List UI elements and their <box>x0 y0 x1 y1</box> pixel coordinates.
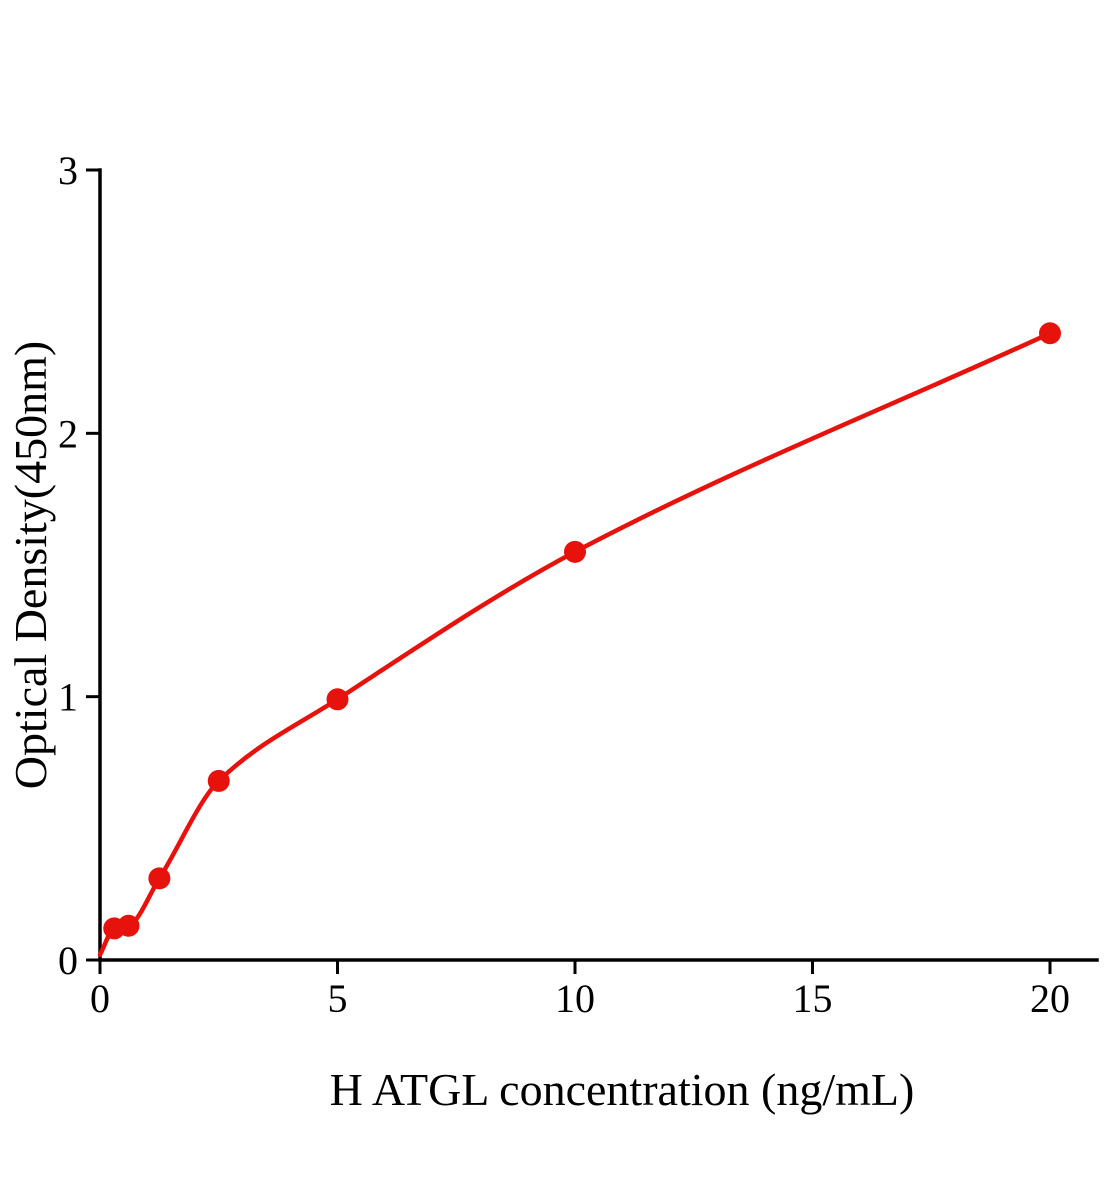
data-point <box>326 688 349 711</box>
x-tick-label: 5 <box>328 976 348 1021</box>
x-tick-label: 0 <box>90 976 110 1021</box>
tick-labels: 0 5 10 15 20 0 1 2 3 <box>58 148 1070 1021</box>
data-point <box>1039 322 1061 345</box>
axis-labels: H ATGL concentration (ng/mL) Optical Den… <box>5 341 914 1115</box>
x-tick-label: 10 <box>555 976 595 1021</box>
y-axis-title: Optical Density(450nm) <box>5 341 56 789</box>
x-tick-label: 20 <box>1030 976 1070 1021</box>
y-tick-label: 2 <box>58 411 78 456</box>
fit-curve-group <box>97 331 1053 957</box>
y-tick-label: 0 <box>58 938 78 983</box>
data-point <box>564 540 586 563</box>
x-axis-title: H ATGL concentration (ng/mL) <box>330 1064 915 1115</box>
data-points-group <box>103 322 1061 940</box>
data-point <box>117 914 140 937</box>
standard-curve-line <box>97 331 1053 957</box>
y-tick-label: 3 <box>58 148 78 193</box>
axes <box>98 168 1099 962</box>
tick-marks <box>86 168 1052 974</box>
data-point <box>207 769 230 792</box>
x-tick-label: 15 <box>793 976 833 1021</box>
y-tick-label: 1 <box>58 675 78 720</box>
data-point <box>148 867 171 890</box>
